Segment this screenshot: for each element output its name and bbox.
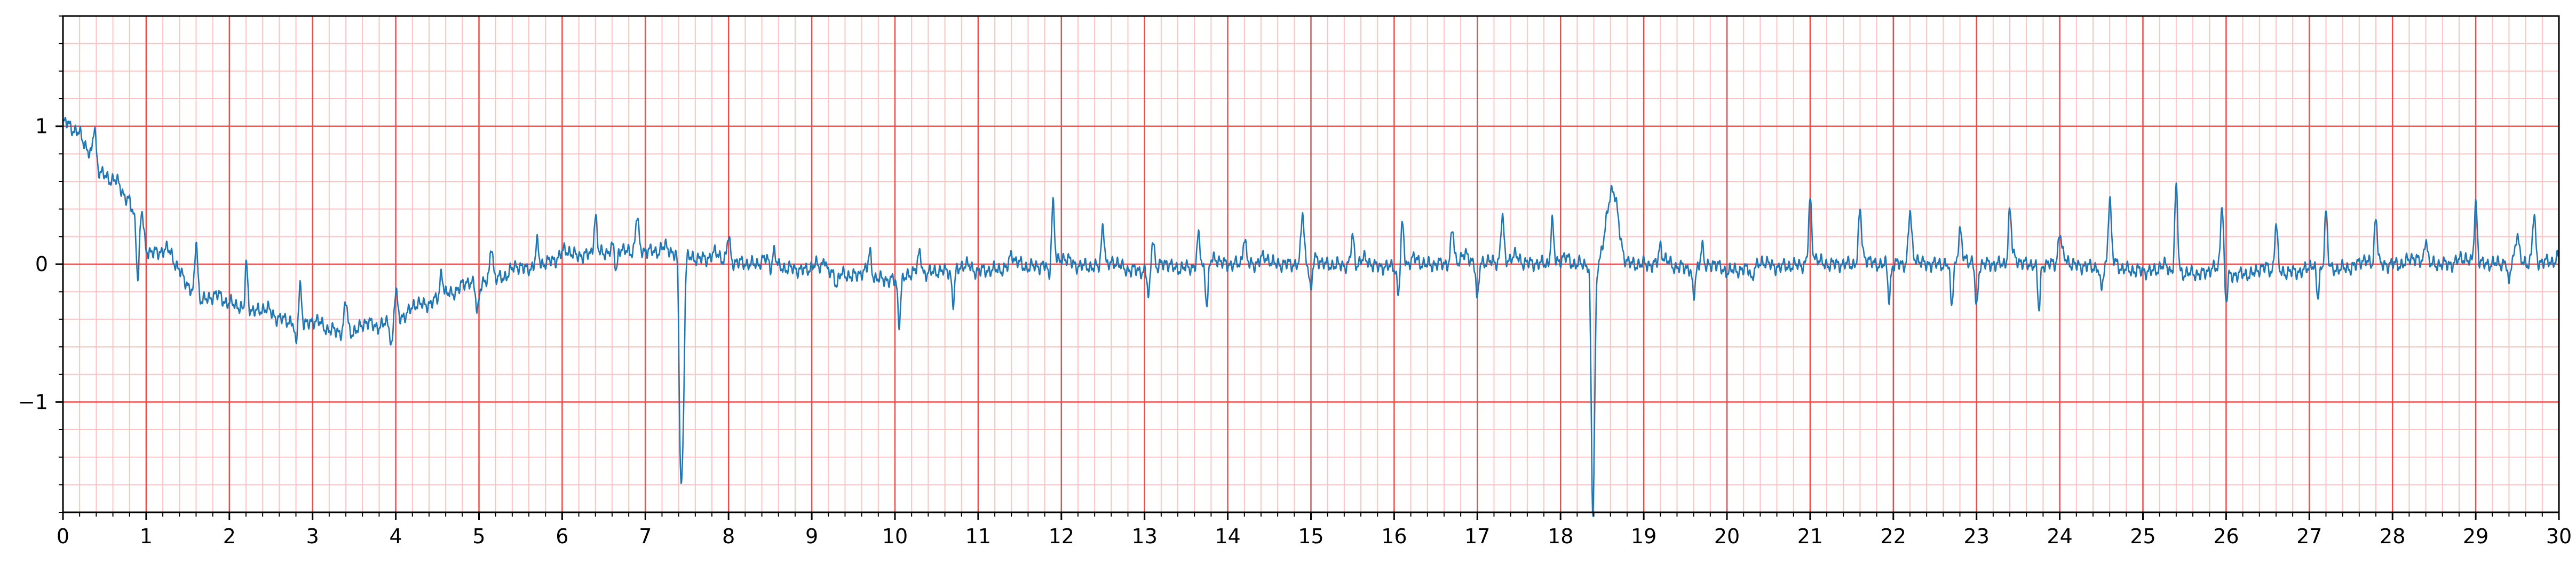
- x-tick-label: 11: [965, 525, 991, 548]
- x-tick-label: 9: [805, 525, 818, 548]
- x-tick-label: 15: [1298, 525, 1323, 548]
- x-tick-label: 6: [556, 525, 568, 548]
- x-tick-label: 21: [1797, 525, 1823, 548]
- x-tick-label: 28: [2380, 525, 2405, 548]
- x-tick-label: 25: [2130, 525, 2155, 548]
- series-layer: [62, 116, 2560, 517]
- x-axis: 0 1 2 3 4 5 6 7 8 9 10 11 12 13 14 15 16 17 18 19 20 21 22 23 24…: [57, 512, 2572, 548]
- x-tick-label: 13: [1132, 525, 1158, 548]
- x-tick-label: 17: [1464, 525, 1490, 548]
- x-tick-label: 1: [140, 525, 153, 548]
- x-tick-label: 5: [472, 525, 485, 548]
- x-tick-label: 24: [2047, 525, 2072, 548]
- x-tick-label: 16: [1381, 525, 1407, 548]
- x-tick-label: 8: [722, 525, 735, 548]
- x-tick-label: 4: [390, 525, 402, 548]
- x-tick-label: 30: [2546, 525, 2572, 548]
- x-tick-label: 26: [2213, 525, 2239, 548]
- major-grid: [62, 16, 2560, 512]
- x-tick-label: 18: [1548, 525, 1573, 548]
- y-tick-label: 0: [35, 252, 48, 276]
- x-tick-label: 10: [882, 525, 908, 548]
- x-tick-label: 0: [57, 525, 69, 548]
- x-tick-label: 7: [639, 525, 652, 548]
- x-tick-label: 2: [223, 525, 236, 548]
- y-tick-label: 1: [35, 115, 48, 138]
- y-axis: −1 0 1: [18, 15, 63, 513]
- x-tick-label: 20: [1714, 525, 1740, 548]
- x-tick-label: 27: [2296, 525, 2322, 548]
- x-tick-label: 3: [306, 525, 319, 548]
- x-tick-label: 23: [1964, 525, 1990, 548]
- ecg-signal-line: [62, 116, 2560, 517]
- y-tick-label: −1: [18, 390, 48, 414]
- x-tick-label: 12: [1049, 525, 1074, 548]
- x-tick-label: 19: [1631, 525, 1656, 548]
- x-tick-label: 29: [2463, 525, 2488, 548]
- x-tick-label: 22: [1881, 525, 1906, 548]
- x-tick-label: 14: [1215, 525, 1240, 548]
